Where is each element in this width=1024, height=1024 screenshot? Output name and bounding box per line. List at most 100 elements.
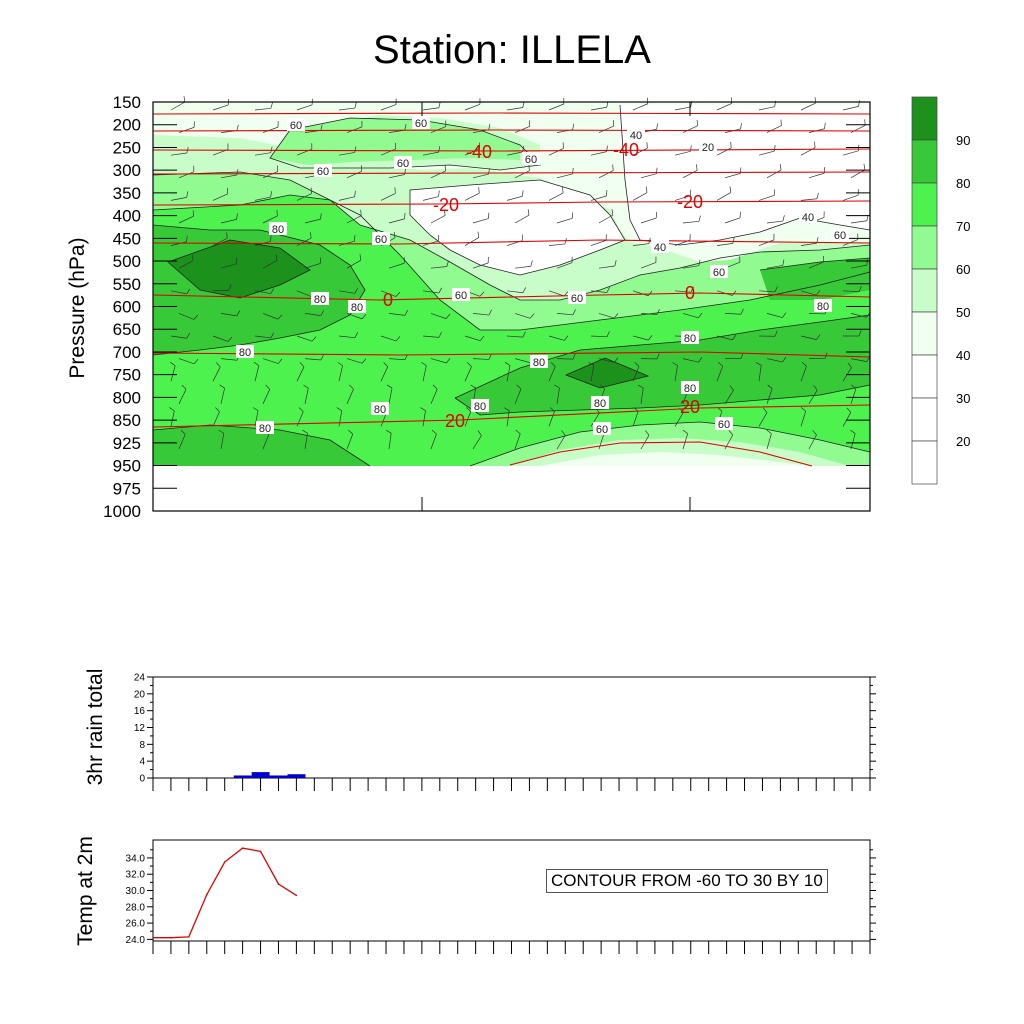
wind-barb-flag xyxy=(320,213,322,220)
label-background xyxy=(269,222,287,235)
wind-barb-flag xyxy=(467,362,472,367)
wind-barb-flag xyxy=(404,212,406,219)
humidity-label-text: 80 xyxy=(351,302,363,314)
wind-barb xyxy=(843,330,862,337)
wind-barb-staff xyxy=(296,366,305,382)
wind-barb-staff xyxy=(388,218,405,224)
wind-barb-staff xyxy=(254,335,271,339)
humidity-label-text: 40 xyxy=(654,242,666,254)
humidity-label-text: 80 xyxy=(684,333,696,345)
wind-barb xyxy=(420,407,426,427)
wind-barb-flag xyxy=(488,309,492,316)
wind-barb xyxy=(514,209,530,224)
rain-axis-label: 3hr rain total xyxy=(84,669,107,786)
wind-barb-staff xyxy=(178,313,194,320)
wind-barb-flag xyxy=(606,189,608,197)
wind-barb-staff xyxy=(430,388,438,404)
wind-barb xyxy=(430,120,447,133)
wind-barb-staff xyxy=(556,217,573,224)
wind-barb-staff xyxy=(254,107,271,111)
temperature-contour-label: -40 xyxy=(466,142,492,162)
wind-barb-flag xyxy=(549,407,555,412)
wind-barb-staff xyxy=(380,148,396,156)
wind-barb-flag xyxy=(354,332,358,338)
wind-barb xyxy=(464,98,481,111)
wind-barb xyxy=(254,146,273,156)
humidity-contour-label: 80 xyxy=(681,331,699,345)
wind-barb-staff xyxy=(178,260,194,269)
wind-barb-staff xyxy=(430,266,447,269)
wind-barb xyxy=(632,142,648,156)
colorbar-level-label: 30 xyxy=(956,391,970,406)
wind-barb-staff xyxy=(170,335,187,339)
wind-barb-flag xyxy=(614,313,619,319)
rain-y-tick-label: 0 xyxy=(139,774,145,785)
wind-barb xyxy=(514,260,533,269)
colorbar-swatch xyxy=(911,96,938,141)
wind-barb-staff xyxy=(464,411,472,427)
wind-barb-flag xyxy=(698,312,703,319)
humidity-label-text: 60 xyxy=(415,118,427,130)
wind-barb-flag xyxy=(774,286,778,293)
wind-barb xyxy=(430,165,446,179)
wind-barb-staff xyxy=(346,126,363,133)
pressure-tick-label: 925 xyxy=(113,434,141,453)
wind-barb xyxy=(464,407,472,427)
wind-barb-staff xyxy=(766,220,783,224)
temp2m-axis-label: Temp at 2m xyxy=(74,836,97,946)
wind-barb-flag xyxy=(782,215,785,222)
label-background xyxy=(681,381,699,394)
wind-barb-flag xyxy=(801,361,807,367)
wind-barb-flag xyxy=(515,429,521,435)
wind-barb xyxy=(682,215,701,224)
humidity-region-west-90 xyxy=(168,240,310,298)
wind-barb-staff xyxy=(850,264,867,269)
wind-barb-flag xyxy=(354,190,356,197)
wind-barb xyxy=(262,254,278,269)
wind-barb-staff xyxy=(590,290,607,293)
wind-barbs xyxy=(169,96,871,450)
wind-barb-flag xyxy=(606,331,610,337)
wind-barb xyxy=(672,362,678,382)
wind-barb-flag xyxy=(866,259,869,266)
wind-barb-staff xyxy=(220,263,237,269)
wind-barb-staff xyxy=(716,147,732,156)
wind-barb xyxy=(380,290,401,297)
wind-barb-staff xyxy=(170,410,175,427)
wind-barb-flag xyxy=(850,429,856,434)
humidity-contour-label: 80 xyxy=(371,402,389,416)
temp2m-point xyxy=(259,850,262,853)
wind-barb-staff xyxy=(296,104,313,111)
wind-barb-flag xyxy=(180,429,186,435)
wind-barb-flag xyxy=(550,362,556,367)
wind-barb xyxy=(632,290,653,297)
wind-barb-staff xyxy=(758,106,775,111)
wind-barb-flag xyxy=(779,164,782,171)
colorbar-swatch xyxy=(911,139,938,184)
humidity-label-text: 60 xyxy=(317,166,329,178)
wind-barb xyxy=(430,260,449,269)
wind-barb-flag xyxy=(729,186,732,193)
wind-barb-staff xyxy=(800,335,817,340)
wind-barb-staff xyxy=(632,411,639,427)
wind-barb-staff xyxy=(254,365,260,382)
label-background xyxy=(530,355,548,368)
wind-barb-flag xyxy=(186,288,191,295)
label-background xyxy=(412,116,430,129)
wind-barb xyxy=(506,190,524,201)
wind-barb-staff xyxy=(590,106,607,111)
wind-barb-staff xyxy=(422,196,439,201)
wind-barb-flag xyxy=(732,290,737,296)
humidity-region-mid-80 xyxy=(455,315,870,415)
wind-barb-staff xyxy=(640,217,657,224)
wind-barb-flag xyxy=(446,260,449,267)
wind-barb-staff xyxy=(590,151,607,156)
wind-barb-staff xyxy=(808,434,817,450)
wind-barb-staff xyxy=(548,335,565,341)
wind-barb-staff xyxy=(212,193,228,201)
wind-barb-staff xyxy=(304,218,321,224)
wind-barb xyxy=(554,384,560,404)
label-background xyxy=(627,128,645,141)
wind-barb-flag xyxy=(236,257,238,264)
